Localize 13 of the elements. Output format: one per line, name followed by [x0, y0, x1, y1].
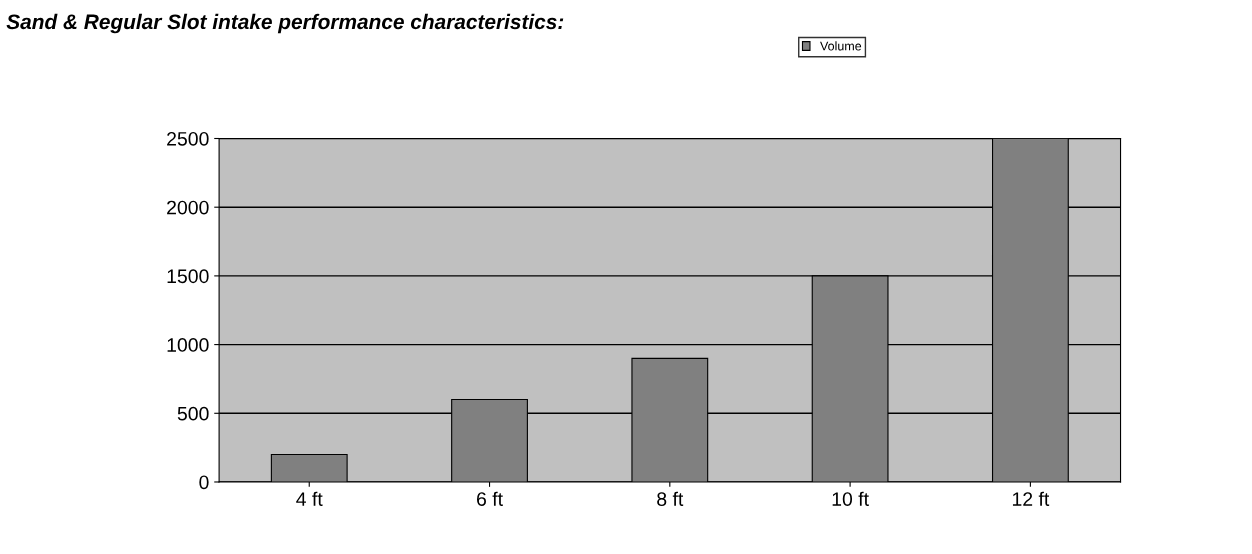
y-tick-label: 500 — [177, 406, 209, 421]
chart-title: Sand & Regular Slot intake performance characteristics: — [6, 13, 564, 34]
x-tick-label: 4 ft — [296, 491, 323, 506]
y-tick-label: 0 — [199, 475, 209, 490]
x-tick-label: 8 ft — [657, 491, 684, 506]
y-tick-label: 1500 — [167, 269, 209, 284]
y-tick-label: 1000 — [167, 338, 209, 352]
x-tick-label: 6 ft — [477, 491, 503, 506]
y-tick-label: 2000 — [167, 200, 209, 215]
x-tick-label: 10 ft — [832, 491, 869, 506]
legend-label: Volume — [820, 41, 862, 51]
y-tick-label: 2500 — [167, 131, 209, 146]
x-tick-label: 12 ft — [1012, 491, 1050, 506]
